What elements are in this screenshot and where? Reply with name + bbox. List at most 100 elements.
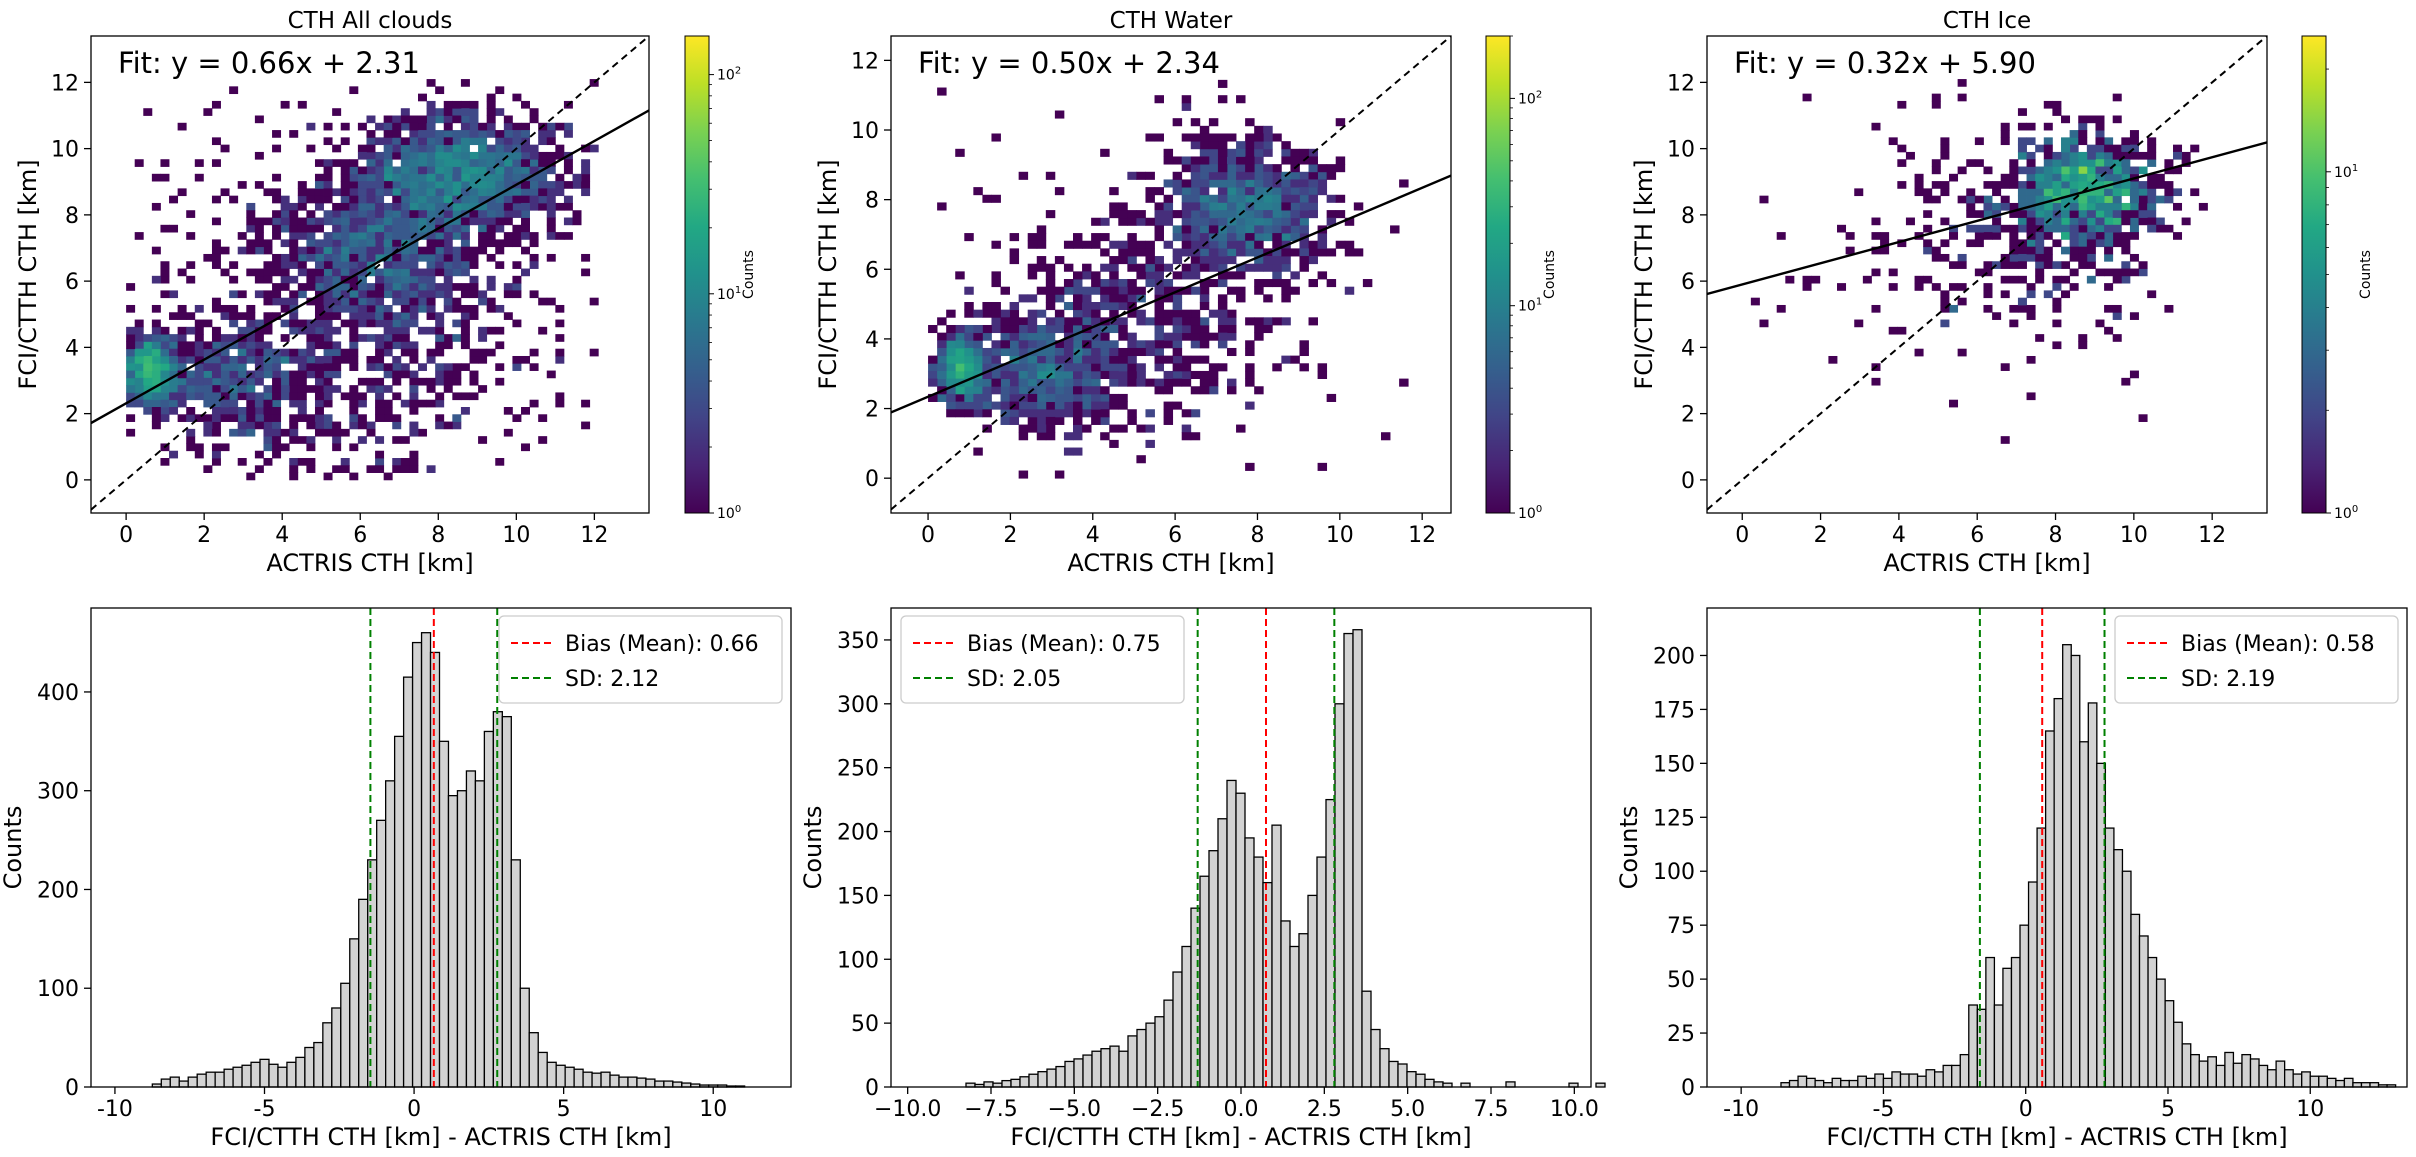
heatmap-cell bbox=[409, 319, 419, 328]
heatmap-cell bbox=[572, 181, 582, 189]
heatmap-cell bbox=[964, 370, 974, 380]
heatmap-cell bbox=[392, 173, 402, 182]
heatmap-cell bbox=[460, 100, 470, 109]
histogram-bar bbox=[1942, 1064, 1953, 1088]
heatmap-cell bbox=[409, 341, 419, 350]
heatmap-cell bbox=[340, 239, 350, 248]
heatmap-cell bbox=[1190, 202, 1201, 211]
heatmap-cell bbox=[289, 239, 299, 248]
heatmap-cell bbox=[1000, 309, 1010, 318]
heatmap-cell bbox=[375, 377, 385, 386]
heatmap-cell bbox=[1263, 256, 1273, 265]
heatmap-cell bbox=[1272, 233, 1282, 242]
histogram-bar bbox=[1046, 1068, 1057, 1088]
heatmap-cell bbox=[340, 428, 350, 437]
heatmap-cell bbox=[1880, 232, 1890, 240]
heatmap-cell bbox=[357, 421, 367, 430]
heatmap-cell bbox=[1136, 363, 1146, 372]
y-tick-label: 6 bbox=[65, 270, 79, 295]
heatmap-cell bbox=[1217, 309, 1228, 318]
heatmap-cell bbox=[1073, 332, 1083, 341]
histogram-bar bbox=[223, 1068, 234, 1088]
heatmap-cell bbox=[400, 166, 410, 175]
heatmap-cell bbox=[1199, 171, 1210, 180]
heatmap-cell bbox=[289, 210, 299, 218]
reference-lines bbox=[91, 36, 649, 511]
heatmap-cell bbox=[581, 188, 591, 197]
heatmap-cell bbox=[529, 159, 539, 167]
heatmap-cell bbox=[272, 283, 282, 291]
heatmap-cell bbox=[486, 188, 496, 197]
heatmap-cell bbox=[392, 436, 402, 444]
heatmap-cell bbox=[1217, 210, 1228, 219]
heatmap-cell bbox=[1154, 309, 1164, 318]
chart-title: CTH All clouds bbox=[288, 8, 453, 34]
heatmap-cell bbox=[2035, 261, 2045, 269]
heatmap-cell bbox=[2017, 188, 2027, 197]
heatmap-cell bbox=[581, 159, 591, 167]
heatmap-cell bbox=[1109, 286, 1119, 295]
heatmap-cell bbox=[2043, 173, 2053, 182]
heatmap-cell bbox=[417, 188, 427, 197]
histogram-bar bbox=[385, 780, 396, 1088]
heatmap-cell bbox=[2061, 144, 2071, 153]
heatmap-cell bbox=[1127, 233, 1137, 242]
heatmap-cell bbox=[1091, 317, 1101, 326]
heatmap-cell bbox=[297, 319, 307, 328]
heatmap-cell bbox=[2086, 275, 2096, 284]
heatmap-cell bbox=[383, 137, 393, 146]
heatmap-cell bbox=[237, 414, 247, 422]
heatmap-cell bbox=[1245, 210, 1255, 219]
heatmap-cell bbox=[435, 334, 445, 342]
heatmap-cell bbox=[340, 137, 350, 146]
heatmap-cell bbox=[1063, 302, 1074, 311]
heatmap-cell bbox=[1073, 340, 1083, 349]
heatmap-cell bbox=[495, 341, 505, 350]
heatmap-cell bbox=[1172, 332, 1183, 341]
heatmap-cell bbox=[2078, 253, 2088, 262]
heatmap-cell bbox=[237, 290, 247, 299]
heatmap-cell bbox=[2121, 210, 2131, 218]
heatmap-cell bbox=[1290, 233, 1300, 242]
heatmap-cell bbox=[254, 290, 264, 299]
heatmap-cell bbox=[1272, 279, 1282, 288]
heatmap-cell bbox=[1100, 409, 1110, 418]
heatmap-cell bbox=[1208, 378, 1219, 387]
heatmap-cell bbox=[1172, 256, 1183, 265]
heatmap-cell bbox=[478, 181, 488, 189]
heatmap-cell bbox=[366, 159, 376, 167]
heatmap-cell bbox=[1217, 317, 1228, 326]
heatmap-cell bbox=[964, 378, 974, 387]
heatmap-cell bbox=[991, 194, 1001, 203]
heatmap-cell bbox=[289, 232, 299, 240]
heatmap-cell bbox=[417, 115, 427, 124]
heatmap-cell bbox=[254, 326, 264, 335]
heatmap-cell bbox=[1992, 217, 2002, 226]
heatmap-cell bbox=[2043, 181, 2053, 189]
fit-line bbox=[891, 174, 1451, 414]
heatmap-cell bbox=[2147, 210, 2157, 218]
heatmap-cell bbox=[1109, 256, 1119, 265]
heatmap-cell bbox=[280, 392, 290, 401]
heatmap-cell bbox=[546, 253, 556, 262]
heatmap-cell bbox=[332, 370, 342, 379]
heatmap-cell bbox=[1181, 102, 1192, 111]
heatmap-cell bbox=[314, 319, 324, 328]
heatmap-cell bbox=[1880, 239, 1890, 248]
heatmap-cell bbox=[563, 202, 573, 211]
heatmap-cell bbox=[2147, 290, 2157, 299]
heatmap-cell bbox=[512, 283, 522, 291]
heatmap-cell bbox=[1100, 263, 1110, 272]
heatmap-cell bbox=[409, 355, 419, 364]
heatmap-cell bbox=[297, 224, 307, 233]
heatmap-cell bbox=[2112, 202, 2122, 211]
heatmap-cell bbox=[254, 319, 264, 328]
heatmap-cell bbox=[2043, 159, 2053, 167]
heatmap-cell bbox=[357, 414, 367, 422]
heatmap-cell bbox=[1854, 188, 1864, 197]
heatmap-cell bbox=[126, 283, 136, 291]
heatmap-cell bbox=[1208, 179, 1219, 188]
x-tick-label: -10 bbox=[1723, 1097, 1759, 1122]
heatmap-cell bbox=[964, 393, 974, 402]
y-axis-label: Counts bbox=[0, 806, 27, 890]
